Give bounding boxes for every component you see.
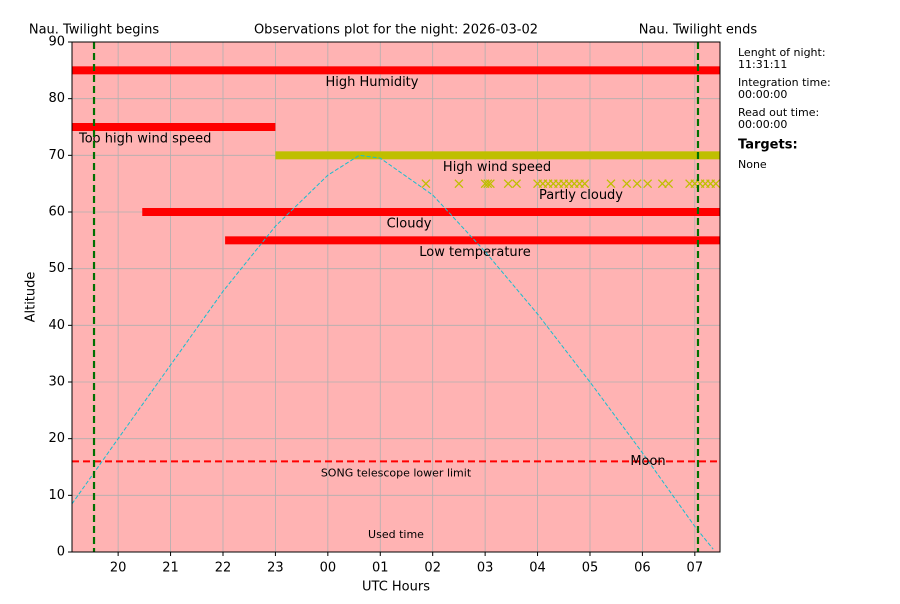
limit-label: SONG telescope lower limit	[321, 466, 472, 479]
plot-frame	[71, 41, 721, 553]
condition-bar	[72, 66, 720, 75]
twilight-label: Nau. Twilight begins	[29, 23, 160, 38]
chart-title: Observations plot for the night: 2026-03…	[254, 23, 538, 38]
y-tick-label: 50	[48, 261, 65, 276]
info-label: Read out time:	[738, 106, 819, 119]
x-tick-label: 21	[162, 561, 179, 576]
y-tick-label: 0	[57, 545, 65, 560]
x-tick-label: 05	[582, 561, 599, 576]
x-tick-label: 23	[267, 561, 284, 576]
used-time-label: Used time	[368, 528, 424, 541]
moon-label: Moon	[630, 454, 665, 469]
x-tick-label: 01	[372, 561, 389, 576]
twilight-label: Nau. Twilight ends	[639, 23, 758, 38]
y-axis-label: Altitude	[24, 272, 39, 323]
x-tick-label: 04	[529, 561, 546, 576]
x-axis-label: UTC Hours	[362, 580, 430, 595]
x-tick-label: 03	[477, 561, 494, 576]
x-tick-label: 02	[424, 561, 441, 576]
info-value: 00:00:00	[738, 118, 787, 131]
condition-bar	[275, 151, 720, 160]
info-value: 11:31:11	[738, 58, 787, 71]
info-value: 00:00:00	[738, 88, 787, 101]
y-tick-label: 10	[48, 488, 65, 503]
condition-label: Too high wind speed	[78, 132, 211, 147]
condition-label: Partly cloudy	[539, 188, 623, 203]
condition-label: Cloudy	[387, 217, 432, 232]
condition-marker	[485, 179, 495, 189]
info-label: Integration time:	[738, 76, 831, 89]
condition-marker	[483, 179, 493, 189]
y-tick-label: 80	[48, 91, 65, 106]
condition-marker	[657, 179, 667, 189]
moon-line	[71, 154, 714, 550]
x-tick-label: 20	[110, 561, 127, 576]
targets-value: None	[738, 158, 767, 171]
x-tick-label: 22	[215, 561, 232, 576]
condition-marker	[580, 179, 590, 189]
condition-bar	[72, 123, 276, 131]
condition-marker	[622, 179, 632, 189]
condition-marker	[711, 179, 721, 189]
condition-label: Low temperature	[419, 245, 530, 260]
condition-label: High Humidity	[326, 75, 419, 90]
condition-marker	[503, 179, 513, 189]
y-tick-label: 20	[48, 431, 65, 446]
condition-marker	[664, 179, 674, 189]
y-tick-label: 90	[48, 35, 65, 50]
condition-label: High wind speed	[443, 160, 551, 175]
condition-marker	[632, 179, 642, 189]
condition-marker	[512, 179, 522, 189]
y-tick-label: 30	[48, 375, 65, 390]
x-tick-label: 07	[687, 561, 704, 576]
y-tick-label: 40	[48, 318, 65, 333]
condition-marker	[643, 179, 653, 189]
y-tick-label: 70	[48, 148, 65, 163]
x-tick-label: 00	[320, 561, 337, 576]
condition-marker	[421, 179, 431, 189]
y-tick-label: 60	[48, 205, 65, 220]
condition-marker	[606, 179, 616, 189]
targets-heading: Targets:	[738, 138, 798, 153]
condition-bar	[225, 236, 720, 245]
condition-marker	[454, 179, 464, 189]
info-label: Lenght of night:	[738, 46, 826, 59]
x-tick-label: 06	[634, 561, 651, 576]
condition-bar	[142, 208, 720, 216]
